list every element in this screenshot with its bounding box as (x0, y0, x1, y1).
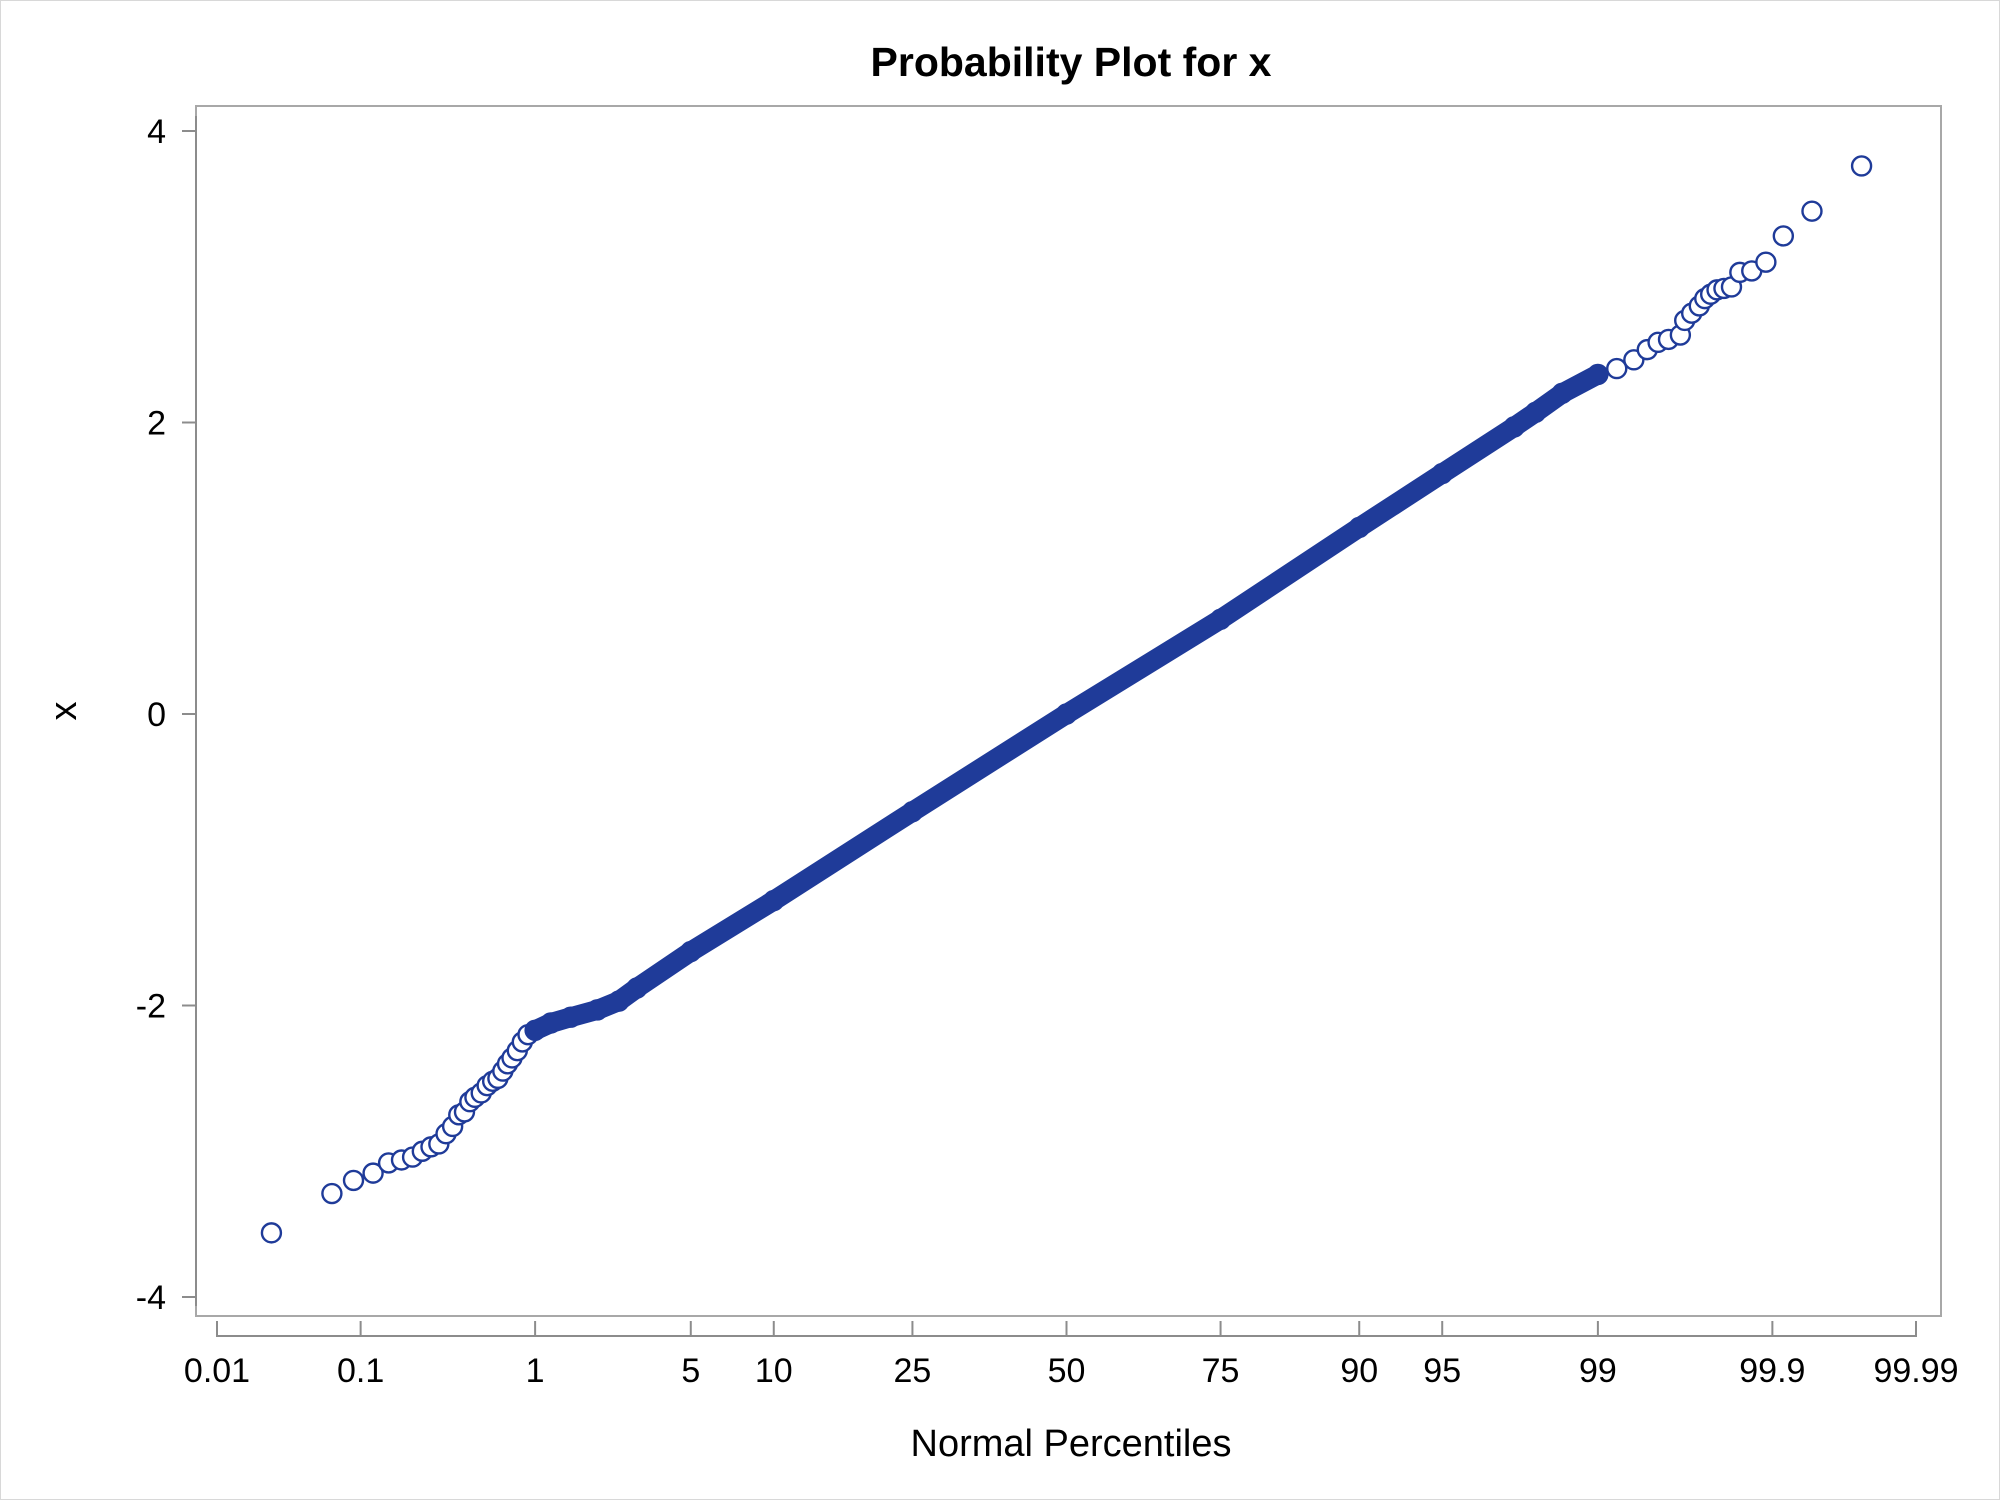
data-point (321, 1182, 343, 1205)
x-tick-label: 50 (1048, 1352, 1086, 1390)
data-point (1850, 155, 1873, 177)
x-tick-label: 95 (1423, 1352, 1461, 1390)
data-point (342, 1169, 365, 1192)
x-tick-label: 1 (526, 1352, 545, 1390)
x-tick-label: 99.9 (1739, 1352, 1805, 1390)
y-tick-label: -2 (136, 988, 166, 1026)
x-axis-ticks: 0.01 0.1 1 5 10 25 50 75 90 95 99 99.9 99.99 (184, 1321, 1959, 1390)
y-axis-ticks: -4 -2 0 2 4 (136, 113, 196, 1317)
data-point-band (525, 364, 1608, 1041)
x-tick-label: 90 (1340, 1352, 1378, 1390)
x-tick-label: 75 (1202, 1352, 1240, 1390)
x-tick-label: 10 (755, 1352, 793, 1390)
x-tick-label: 5 (681, 1352, 700, 1390)
y-tick-label: 2 (147, 405, 166, 443)
x-tick-label: 99 (1579, 1352, 1617, 1390)
data-point (1606, 357, 1628, 380)
y-axis-label: x (43, 702, 85, 721)
dense-points-band (525, 364, 1608, 1041)
data-point (1772, 225, 1795, 247)
data-point (260, 1222, 283, 1244)
x-tick-label: 0.01 (184, 1352, 250, 1390)
y-tick-label: 4 (147, 113, 166, 151)
x-axis-label: Normal Percentiles (911, 1423, 1232, 1465)
data-point (1755, 251, 1777, 273)
chart-title: Probability Plot for x (871, 39, 1272, 85)
y-tick-label: 0 (147, 696, 166, 734)
data-point (1801, 200, 1823, 222)
y-tick-label: -4 (136, 1279, 166, 1317)
x-tick-label: 25 (894, 1352, 932, 1390)
data-point (362, 1162, 384, 1184)
x-tick-label: 0.1 (337, 1352, 384, 1390)
x-tick-label: 99.99 (1873, 1352, 1958, 1390)
